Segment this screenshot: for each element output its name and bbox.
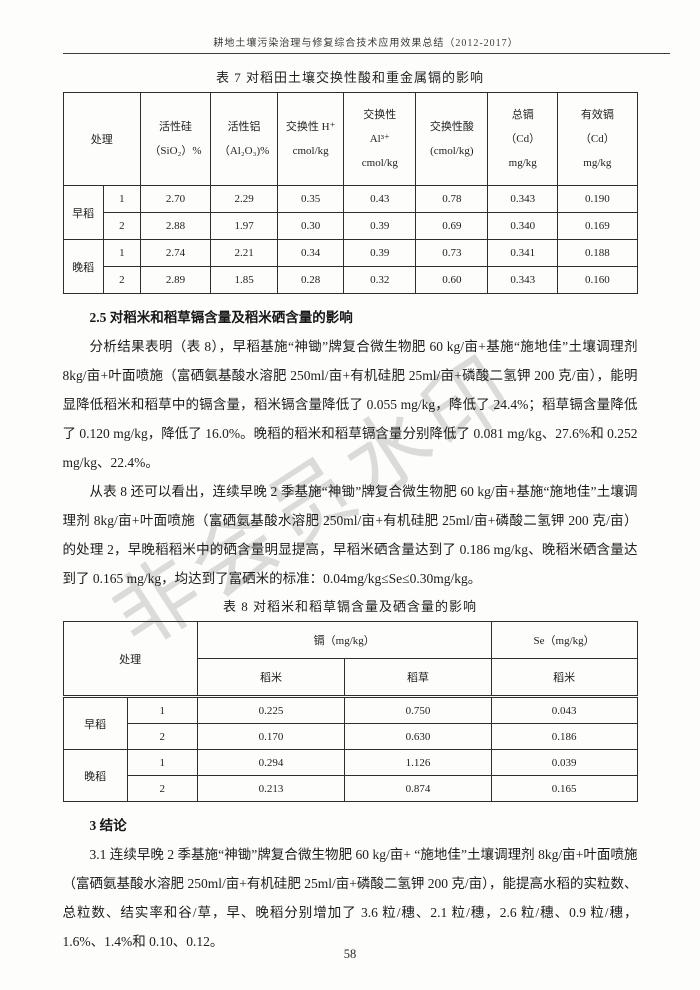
table7-cell: 0.43 (343, 185, 417, 213)
table7-cell: 0.35 (277, 185, 345, 213)
table8-cell: 1.126 (344, 749, 492, 776)
table7-row: 晚稻 1 2.74 2.21 0.34 0.39 0.73 0.341 0.18… (62, 239, 638, 294)
running-header: 耕地土壤污染治理与修复综合技术应用效果总结（2012-2017） (62, 34, 670, 54)
table8-row: 2 0.213 0.874 0.165 (63, 775, 638, 802)
table7-cell: 2.89 (139, 266, 211, 294)
table7-row: 早稻 1 2.70 2.29 0.35 0.43 0.78 0.343 0.19… (62, 185, 638, 240)
table7-cell: 0.39 (343, 239, 417, 267)
table7-cell: 0.190 (557, 185, 638, 213)
section-2-5-heading: 2.5 对稻米和稻草镉含量及稻米硒含量的影响 (89, 310, 353, 325)
table7-cell: 0.343 (487, 266, 559, 294)
table7-group-late-rice: 晚稻 (62, 239, 104, 294)
table8-title: 表 8 对稻米和稻草镉含量及硒含量的影响 (222, 599, 477, 614)
table7-cell: 0.34 (277, 239, 345, 267)
table8-cell: 0.165 (490, 775, 638, 802)
table7-header-active-al: 活性铝 （Al₂O₃)% (209, 92, 279, 186)
table7-cell: 0.78 (415, 185, 489, 213)
page-number: 58 (343, 947, 357, 961)
table8-cell: 0.186 (490, 723, 638, 750)
table7-title: 表 7 对稻田土壤交换性酸和重金属镉的影响 (215, 70, 484, 85)
table8-header-row-2: 稻米 稻草 稻米 (63, 658, 638, 698)
table7-header-active-si: 活性硅 （SiO₂）% (139, 92, 211, 186)
table7-cell: 0.169 (557, 212, 638, 240)
table7-header-total-cd: 总镉 （Cd） mg/kg (487, 92, 559, 186)
table7-cell: 0.28 (277, 266, 345, 294)
table8-header-rice-cd: 稻米 (196, 658, 346, 698)
table8-group-early-rice: 早稻 (62, 696, 128, 750)
table7-cell: 0.341 (487, 239, 559, 267)
table8-cell: 0.170 (196, 723, 346, 750)
table8-header-rice-se: 稻米 (490, 658, 638, 698)
table8-header-row-1: 处理 镉（mg/kg） Se（mg/kg） (62, 621, 638, 698)
section-2-5-paragraph-2: 从表 8 还可以看出，连续早晚 2 季基施“神锄”牌复合微生物肥 60 kg/亩… (62, 484, 638, 586)
table7-cell: 2.74 (139, 239, 211, 267)
section-3-1-paragraph: 3.1 连续早晚 2 季基施“神锄”牌复合微生物肥 60 kg/亩+ “施地佳”… (62, 847, 638, 949)
table8-row: 晚稻 1 0.294 1.126 0.039 (62, 749, 638, 802)
table7-header-avail-cd: 有效镉 （Cd） mg/kg (557, 92, 638, 186)
table8-cell: 0.039 (490, 749, 638, 776)
table8-header-straw-cd: 稻草 (344, 658, 492, 698)
table8-cell: 0.294 (196, 749, 346, 776)
table7-cell: 2 (102, 212, 141, 240)
table7-cell: 1 (102, 185, 141, 213)
table8-cell: 0.213 (196, 775, 346, 802)
table7-cell: 0.60 (415, 266, 489, 294)
table7-cell: 0.30 (277, 212, 345, 240)
table8-cell: 2 (126, 723, 198, 750)
table7-cell: 2.88 (139, 212, 211, 240)
table8-header-treatment: 处理 (62, 621, 198, 698)
table7-group-early-rice: 早稻 (62, 185, 104, 240)
table7-cell: 1.85 (209, 266, 279, 294)
table8-cell: 0.750 (344, 696, 492, 724)
table8-cell: 2 (126, 775, 198, 802)
table7-cell: 1.97 (209, 212, 279, 240)
table8-header-cd-group: 镉（mg/kg） (196, 621, 492, 659)
table7-cell: 0.39 (343, 212, 417, 240)
section-3-heading: 3 结论 (89, 818, 127, 833)
table7-cell: 0.160 (557, 266, 638, 294)
table7-header-treatment: 处理 (62, 92, 141, 186)
table8-cell: 1 (126, 696, 198, 724)
page-content: 耕地土壤污染治理与修复综合技术应用效果总结（2012-2017） 表 7 对稻田… (62, 0, 670, 956)
table7-cell: 0.32 (343, 266, 417, 294)
table8-header-se-group: Se（mg/kg） (490, 621, 638, 659)
table8-cell: 0.874 (344, 775, 492, 802)
table7-cell: 2.29 (209, 185, 279, 213)
table7-cell: 0.69 (415, 212, 489, 240)
table8-row: 2 0.170 0.630 0.186 (63, 723, 638, 750)
table7-cell: 0.188 (557, 239, 638, 267)
table7-cell: 0.73 (415, 239, 489, 267)
table7-row: 2 2.89 1.85 0.28 0.32 0.60 0.343 0.160 (63, 266, 638, 294)
table7-header-exch-acid: 交换性酸 (cmol/kg) (415, 92, 489, 186)
table7-row: 2 2.88 1.97 0.30 0.39 0.69 0.340 0.169 (63, 212, 638, 240)
table7-cell: 0.340 (487, 212, 559, 240)
table7-cell: 2 (102, 266, 141, 294)
table7-cell: 2.21 (209, 239, 279, 267)
table8-cell: 0.225 (196, 696, 346, 724)
table8-cell: 0.043 (490, 696, 638, 724)
table7: 处理 活性硅 （SiO₂）% 活性铝 （Al₂O₃)% 交换性 H⁺ cmol/… (62, 92, 638, 294)
table7-header-row: 处理 活性硅 （SiO₂）% 活性铝 （Al₂O₃)% 交换性 H⁺ cmol/… (62, 92, 638, 186)
table8-row: 早稻 1 0.225 0.750 0.043 (62, 696, 638, 750)
section-2-5-paragraph-1: 分析结果表明（表 8），早稻基施“神锄”牌复合微生物肥 60 kg/亩+基施“施… (62, 339, 638, 470)
table8-cell: 1 (126, 749, 198, 776)
table7-cell: 1 (102, 239, 141, 267)
table8-group-late-rice: 晚稻 (62, 749, 128, 802)
table8: 处理 镉（mg/kg） Se（mg/kg） 稻米 稻草 稻米 早稻 1 0.22… (62, 621, 638, 802)
table7-header-exch-h: 交换性 H⁺ cmol/kg (277, 92, 345, 186)
table7-header-exch-al: 交换性 Al³⁺ cmol/kg (343, 92, 417, 186)
table8-cell: 0.630 (344, 723, 492, 750)
table7-cell: 2.70 (139, 185, 211, 213)
table7-cell: 0.343 (487, 185, 559, 213)
